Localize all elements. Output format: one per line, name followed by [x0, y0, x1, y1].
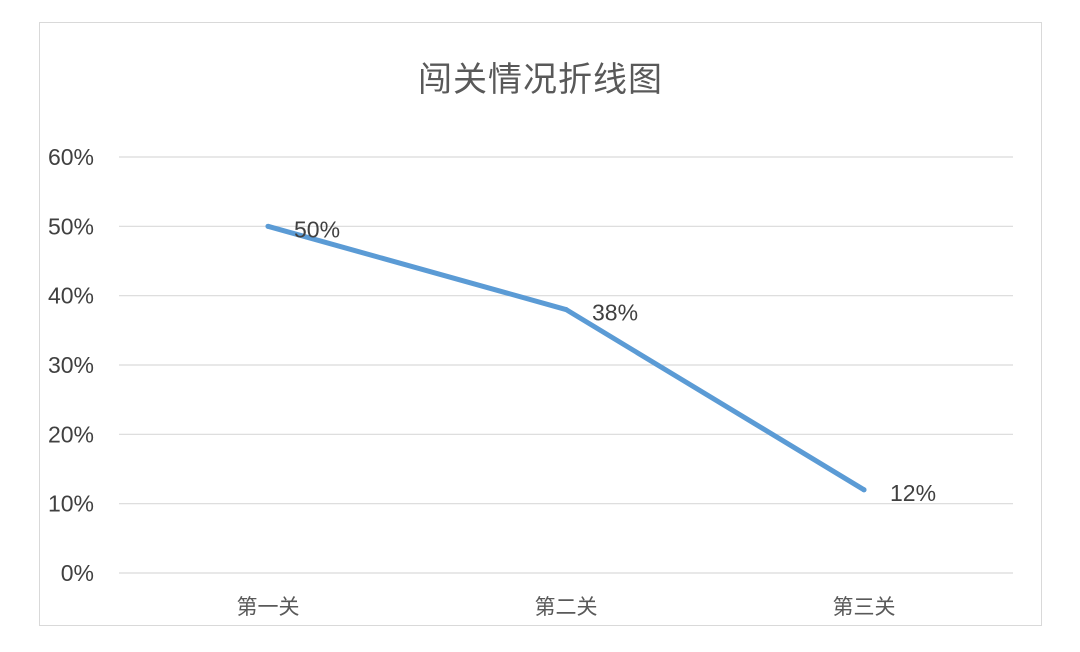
y-axis-ticks: 0% 10% 20% 30% 40% 50% 60%	[48, 144, 94, 586]
gridlines	[119, 156, 1013, 574]
y-tick-label: 0%	[61, 560, 94, 586]
series-layer	[265, 223, 867, 493]
y-tick-label: 10%	[48, 491, 94, 517]
data-point	[563, 307, 569, 313]
x-tick-label: 第三关	[833, 595, 896, 619]
y-tick-label: 50%	[48, 213, 94, 239]
y-tick-label: 30%	[48, 352, 94, 378]
data-label: 50%	[294, 216, 340, 242]
data-point	[861, 487, 867, 493]
y-tick-label: 60%	[48, 144, 94, 170]
data-label: 38%	[592, 300, 638, 326]
data-label: 12%	[890, 480, 936, 506]
y-tick-label: 20%	[48, 421, 94, 447]
x-tick-label: 第二关	[535, 595, 598, 619]
series-line	[265, 223, 867, 493]
x-axis-ticks: 第一关 第二关 第三关	[237, 595, 896, 619]
x-tick-label: 第一关	[237, 595, 300, 619]
chart-area	[39, 22, 1042, 626]
chart-title: 闯关情况折线图	[418, 60, 663, 100]
data-point	[265, 223, 271, 229]
y-tick-label: 40%	[48, 283, 94, 309]
data-labels: 50% 38% 12%	[294, 216, 936, 505]
